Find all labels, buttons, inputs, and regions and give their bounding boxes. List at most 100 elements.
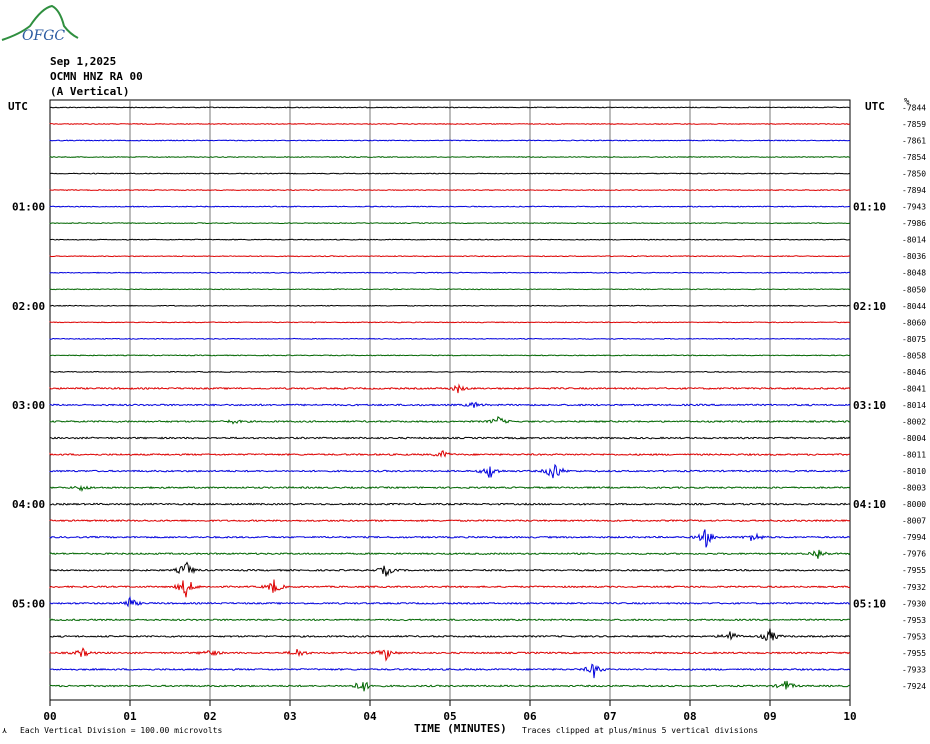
seismic-trace	[49, 561, 851, 577]
seismic-trace	[49, 436, 851, 440]
left-hour-label: 05:00	[12, 597, 45, 610]
header-date: Sep 1,2025	[50, 55, 117, 68]
trace-offset-label: -8014	[902, 401, 926, 410]
seismic-trace	[49, 618, 851, 622]
right-hour-label: 04:10	[853, 498, 886, 511]
trace-offset-label: -8002	[902, 417, 926, 426]
trace-offset-label: -7861	[902, 136, 926, 145]
seismic-trace	[49, 222, 851, 225]
trace-offset-label: -7986	[902, 219, 926, 228]
right-hour-label: 05:10	[853, 597, 886, 610]
right-hour-label: 01:10	[853, 201, 886, 214]
trace-offset-label: -8046	[902, 368, 926, 377]
trace-offset-label: -7953	[902, 616, 926, 625]
trace-offset-label: -8010	[902, 467, 926, 476]
seismic-trace	[49, 321, 851, 324]
clip-note: Traces clipped at plus/minus 5 vertical …	[522, 726, 759, 735]
trace-offset-label: -7933	[902, 665, 926, 674]
trace-offset-label: -7859	[902, 120, 926, 129]
scale-marker-icon: ⋏	[2, 726, 7, 735]
seismic-trace	[49, 288, 851, 291]
x-tick-label: 03	[283, 710, 296, 723]
trace-offset-label: -8003	[902, 484, 926, 493]
seismic-trace	[49, 579, 851, 598]
seismic-trace	[49, 484, 851, 493]
ofgc-logo: OFGC	[0, 0, 80, 52]
trace-offset-label: -7955	[902, 649, 926, 658]
seismic-trace	[49, 647, 851, 662]
left-hour-label: 03:00	[12, 399, 45, 412]
seismic-trace	[49, 271, 851, 274]
trace-offset-label: -7932	[902, 583, 926, 592]
left-axis-label: UTC	[8, 100, 28, 113]
trace-offset-label: -8014	[902, 236, 926, 245]
x-tick-label: 01	[123, 710, 137, 723]
trace-offset-label: -8058	[902, 351, 926, 360]
seismic-trace	[49, 205, 851, 208]
trace-offset-label: -8048	[902, 269, 926, 278]
trace-offset-label: -7930	[902, 599, 926, 608]
seismic-trace	[49, 663, 851, 679]
right-scale-label: %	[904, 97, 910, 107]
seismic-trace	[49, 502, 851, 506]
seismic-trace	[49, 680, 850, 692]
right-hour-label: 03:10	[853, 399, 886, 412]
x-axis-title: TIME (MINUTES)	[414, 722, 507, 735]
seismic-trace	[49, 304, 851, 307]
seismic-trace	[49, 463, 850, 479]
right-hour-label: 02:10	[853, 300, 886, 313]
left-hour-label: 02:00	[12, 300, 45, 313]
left-hour-label: 01:00	[12, 201, 45, 214]
seismic-trace	[49, 238, 850, 241]
trace-offset-label: -7955	[902, 566, 926, 575]
seismic-trace	[49, 354, 851, 357]
trace-offset-label: -8050	[902, 285, 926, 294]
trace-offset-label: -8000	[902, 500, 926, 509]
x-tick-label: 10	[843, 710, 856, 723]
trace-offset-label: -7953	[902, 632, 926, 641]
seismic-trace	[49, 383, 851, 394]
seismic-trace	[49, 628, 851, 642]
trace-offset-label: -7994	[902, 533, 926, 542]
trace-offset-label: -8075	[902, 335, 926, 344]
x-tick-label: 06	[523, 710, 537, 723]
seismic-trace	[49, 595, 851, 608]
seismic-trace	[49, 401, 851, 408]
x-tick-label: 05	[443, 710, 456, 723]
trace-offset-label: -7850	[902, 170, 926, 179]
trace-offset-label: -7844	[902, 103, 926, 112]
left-hour-label: 04:00	[12, 498, 45, 511]
trace-offset-label: -8060	[902, 318, 926, 327]
trace-offset-label: -7976	[902, 550, 926, 559]
x-tick-label: 02	[203, 710, 216, 723]
x-tick-label: 07	[603, 710, 616, 723]
seismic-trace	[49, 519, 851, 523]
seismic-trace	[49, 549, 851, 559]
scale-note: Each Vertical Division = 100.00 microvol…	[20, 726, 223, 735]
trace-offset-label: -7894	[902, 186, 926, 195]
trace-offset-label: -8041	[902, 384, 926, 393]
seismic-trace	[49, 106, 851, 109]
seismic-trace	[49, 155, 851, 159]
trace-offset-label: -7854	[902, 153, 926, 162]
x-tick-label: 08	[683, 710, 696, 723]
header-station: OCMN HNZ RA 00	[50, 70, 143, 83]
trace-offset-label: -8036	[902, 252, 926, 261]
trace-offset-label: -8004	[902, 434, 926, 443]
header-component: (A Vertical)	[50, 85, 130, 98]
seismic-trace	[49, 370, 851, 373]
x-tick-label: 04	[363, 710, 377, 723]
x-tick-label: 09	[763, 710, 776, 723]
trace-offset-label: -8011	[902, 451, 926, 460]
trace-offset-label: -8044	[902, 302, 926, 311]
seismic-trace	[49, 416, 851, 425]
trace-offset-label: -7924	[902, 682, 926, 691]
seismic-trace	[49, 255, 851, 258]
seismic-trace	[49, 450, 851, 458]
trace-offset-label: -7943	[902, 203, 926, 212]
x-tick-label: 00	[43, 710, 56, 723]
trace-offset-label: -8007	[902, 517, 926, 526]
logo-text: OFGC	[22, 28, 65, 44]
seismic-trace	[49, 122, 851, 126]
